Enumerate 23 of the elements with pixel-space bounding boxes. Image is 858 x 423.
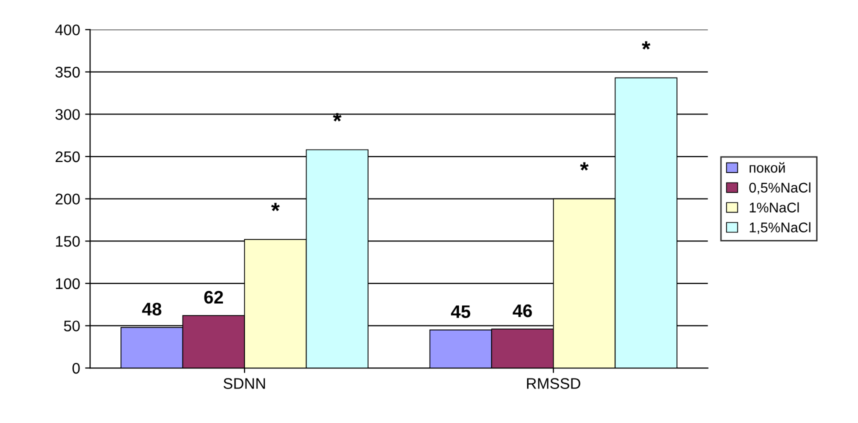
y-tick-label: 350	[55, 66, 80, 78]
y-tick-label: 100	[56, 278, 80, 290]
annotation: *	[642, 41, 650, 50]
legend-label: покой	[750, 162, 785, 173]
y-tick-label: 50	[64, 320, 80, 332]
legend-label: 1,5%NaCl	[750, 222, 810, 234]
legend-label: 0,5%NaCl	[749, 182, 810, 194]
x-tick-label: SDNN	[224, 378, 265, 389]
data-label: 46	[512, 304, 532, 318]
data-label: 45	[450, 305, 470, 318]
y-tick-label: 200	[56, 194, 80, 204]
y-tick-label: 250	[56, 151, 80, 162]
annotation: *	[332, 113, 342, 122]
data-label: 62	[204, 290, 223, 304]
y-tick-label: 400	[55, 24, 80, 36]
annotation: *	[580, 162, 589, 171]
y-tick-label: 300	[55, 109, 80, 120]
y-tick-label: 0	[72, 362, 80, 374]
x-tick-label: RMSSD	[527, 378, 580, 389]
legend-label: 1%NaCl	[750, 202, 799, 212]
annotation: *	[271, 202, 280, 212]
y-tick-label: 150	[56, 236, 80, 247]
data-label: 48	[142, 302, 162, 316]
